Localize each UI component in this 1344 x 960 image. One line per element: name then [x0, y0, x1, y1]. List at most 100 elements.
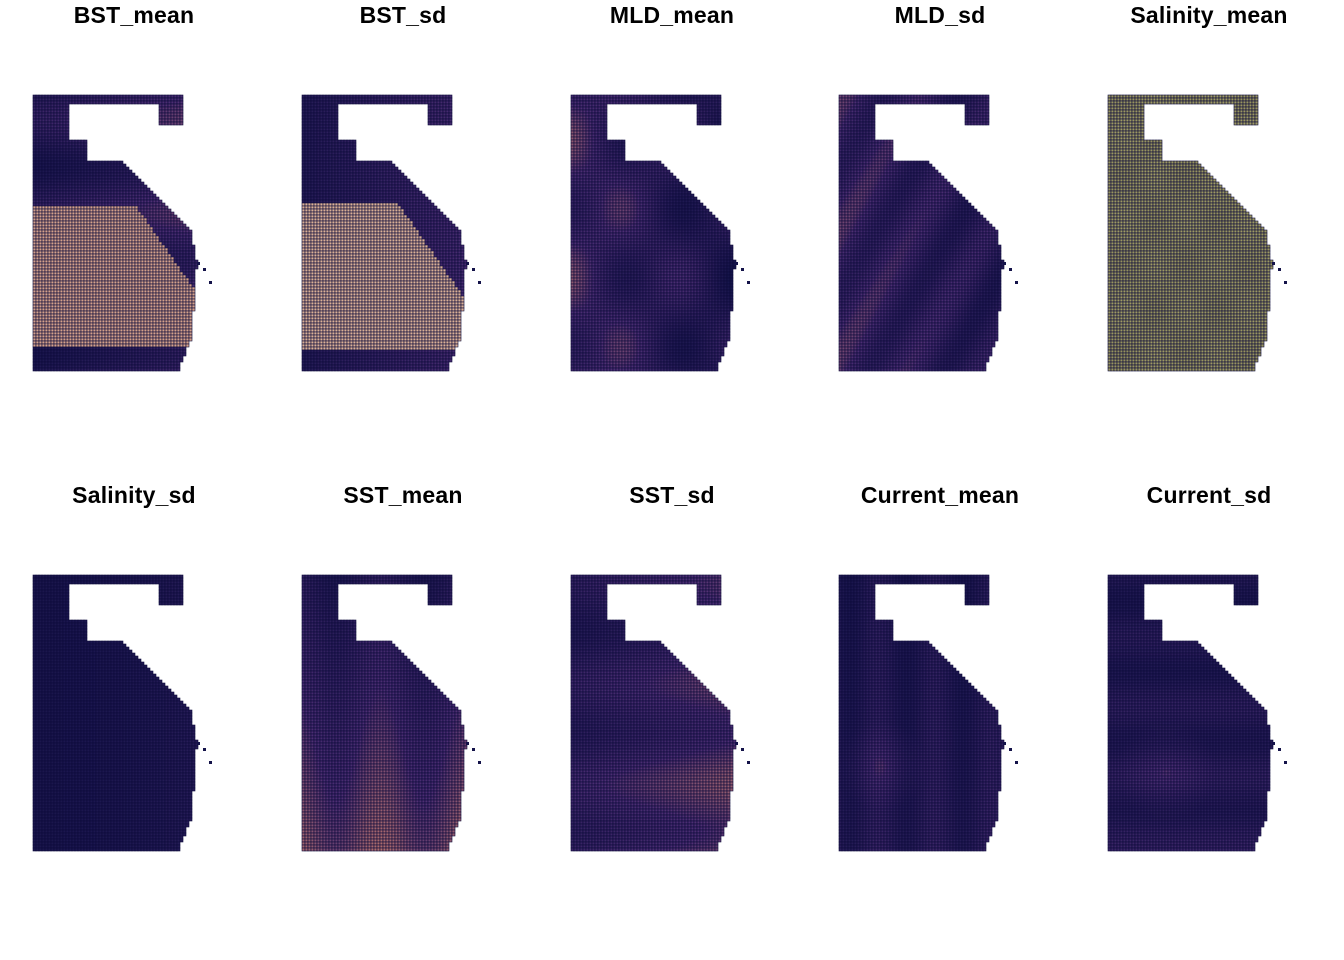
- raster-cell: [137, 322, 142, 327]
- raster-cell: [316, 112, 321, 117]
- raster-cell: [47, 268, 52, 273]
- raster-cell: [182, 319, 187, 324]
- raster-cell: [116, 244, 121, 249]
- raster-cell: [101, 271, 106, 276]
- raster-cell: [191, 277, 196, 282]
- raster-cell: [167, 331, 172, 336]
- raster-cell: [170, 121, 175, 126]
- raster-cell: [328, 139, 333, 144]
- raster-cell: [56, 109, 61, 114]
- raster-cell: [71, 283, 76, 288]
- raster-cell: [155, 208, 160, 213]
- raster-cell: [116, 262, 121, 267]
- raster-cell: [143, 343, 148, 348]
- raster-cell: [346, 142, 351, 147]
- raster-cell: [131, 193, 136, 198]
- raster-cell: [56, 145, 61, 150]
- raster-cell: [328, 202, 333, 207]
- raster-cell: [83, 346, 88, 351]
- raster-cell: [107, 253, 112, 258]
- raster-cell: [304, 142, 309, 147]
- raster-cell: [376, 196, 381, 201]
- raster-cell: [104, 169, 109, 174]
- raster-cell: [41, 292, 46, 297]
- raster-cell: [382, 202, 387, 207]
- raster-cell: [89, 256, 94, 261]
- raster-cell: [95, 280, 100, 285]
- raster-cell: [388, 205, 393, 210]
- raster-cell: [379, 166, 384, 171]
- raster-cell: [152, 316, 157, 321]
- raster-cell: [68, 259, 73, 264]
- raster-cell: [137, 100, 142, 105]
- raster-cell: [164, 343, 169, 348]
- raster-cell: [62, 208, 67, 213]
- raster-cell: [134, 241, 139, 246]
- raster-cell: [44, 241, 49, 246]
- raster-cell: [188, 250, 193, 255]
- raster-cell: [92, 322, 97, 327]
- raster-cell: [370, 178, 375, 183]
- raster-cell: [98, 280, 103, 285]
- raster-cell: [128, 343, 133, 348]
- raster-cell: [68, 175, 73, 180]
- raster-cell: [83, 337, 88, 342]
- raster-cell: [38, 307, 43, 312]
- raster-cell: [173, 118, 178, 123]
- raster-cell: [316, 199, 321, 204]
- raster-cell: [92, 235, 97, 240]
- raster-cell: [41, 118, 46, 123]
- raster-cell: [149, 229, 154, 234]
- raster-cell: [355, 172, 360, 177]
- raster-cell: [32, 202, 37, 207]
- raster-cell: [119, 334, 124, 339]
- raster-cell: [74, 274, 79, 279]
- raster-cell: [176, 352, 181, 357]
- raster-cell: [116, 355, 121, 360]
- raster-cell: [176, 232, 181, 237]
- raster-cell: [47, 307, 52, 312]
- raster-cell: [400, 184, 405, 189]
- raster-cell: [116, 340, 121, 345]
- raster-cell: [71, 322, 76, 327]
- raster-cell: [152, 235, 157, 240]
- raster-cell: [113, 196, 118, 201]
- raster-cell: [122, 244, 127, 249]
- raster-cell: [149, 295, 154, 300]
- raster-cell: [409, 205, 414, 210]
- raster-cell: [119, 331, 124, 336]
- raster-cell: [149, 235, 154, 240]
- raster-cell: [47, 157, 52, 162]
- raster-cell: [152, 97, 157, 102]
- raster-cell: [149, 232, 154, 237]
- raster-cell: [119, 220, 124, 225]
- raster-cell: [122, 286, 127, 291]
- raster-cell: [179, 229, 184, 234]
- raster-cell: [331, 115, 336, 120]
- raster-cell: [188, 256, 193, 261]
- raster-cell: [131, 331, 136, 336]
- raster-cell: [328, 175, 333, 180]
- raster-cell: [56, 124, 61, 129]
- raster-cell: [167, 337, 172, 342]
- raster-cell: [436, 94, 441, 99]
- raster-cell: [167, 301, 172, 306]
- raster-cell: [134, 316, 139, 321]
- raster-cell: [56, 280, 61, 285]
- raster-cell: [77, 352, 82, 357]
- raster-cell: [140, 292, 145, 297]
- raster-cell: [307, 148, 312, 153]
- raster-cell: [325, 175, 330, 180]
- raster-cell: [167, 286, 172, 291]
- raster-cell: [334, 94, 339, 99]
- raster-cell: [149, 343, 154, 348]
- raster-cell: [32, 118, 37, 123]
- raster-cell: [71, 295, 76, 300]
- raster-cell: [319, 145, 324, 150]
- raster-cell: [161, 265, 166, 270]
- raster-cell: [140, 241, 145, 246]
- raster-cell: [301, 166, 306, 171]
- raster-cell: [331, 202, 336, 207]
- raster-cell: [140, 307, 145, 312]
- raster-cell: [101, 253, 106, 258]
